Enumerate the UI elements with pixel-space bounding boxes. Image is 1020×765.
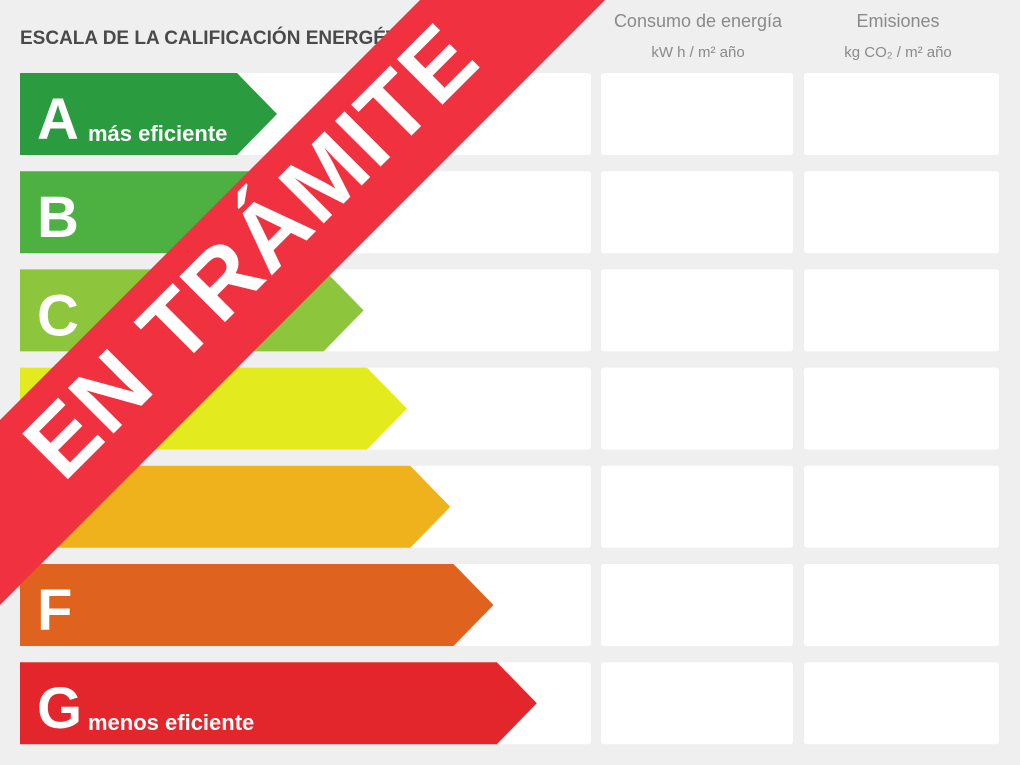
rating-letter: F bbox=[37, 578, 72, 643]
rating-letter: A bbox=[37, 87, 79, 152]
title: ESCALA DE LA CALIFICACIÓN ENERGÉTICA bbox=[20, 27, 431, 49]
rating-arrow bbox=[20, 564, 494, 646]
rating-letter: G bbox=[37, 676, 82, 741]
value-cell bbox=[601, 662, 793, 745]
value-cell bbox=[601, 465, 793, 548]
value-cell bbox=[804, 564, 999, 646]
rating-arrow bbox=[20, 662, 537, 745]
banner-band bbox=[0, 0, 605, 605]
value-cell bbox=[804, 662, 999, 745]
value-cell bbox=[804, 367, 999, 450]
column-unit: kg CO₂ / m² año bbox=[844, 44, 952, 61]
value-cell bbox=[601, 171, 793, 254]
rating-letter: B bbox=[37, 185, 79, 250]
value-cell bbox=[804, 73, 999, 155]
value-cell bbox=[601, 564, 793, 646]
column-unit: kW h / m² año bbox=[651, 44, 744, 61]
value-cell bbox=[601, 269, 793, 352]
value-cell bbox=[601, 73, 793, 155]
column-title: Emisiones bbox=[856, 11, 939, 31]
value-cell bbox=[601, 367, 793, 450]
value-cell bbox=[804, 465, 999, 548]
rating-arrow bbox=[20, 465, 451, 548]
value-cell bbox=[804, 171, 999, 254]
rating-arrow bbox=[20, 73, 277, 155]
rating-letter: C bbox=[37, 283, 79, 348]
rating-note: más eficiente bbox=[88, 121, 227, 146]
column-title: Consumo de energía bbox=[614, 11, 783, 31]
rating-note: menos eficiente bbox=[88, 710, 254, 735]
value-cell bbox=[804, 269, 999, 352]
